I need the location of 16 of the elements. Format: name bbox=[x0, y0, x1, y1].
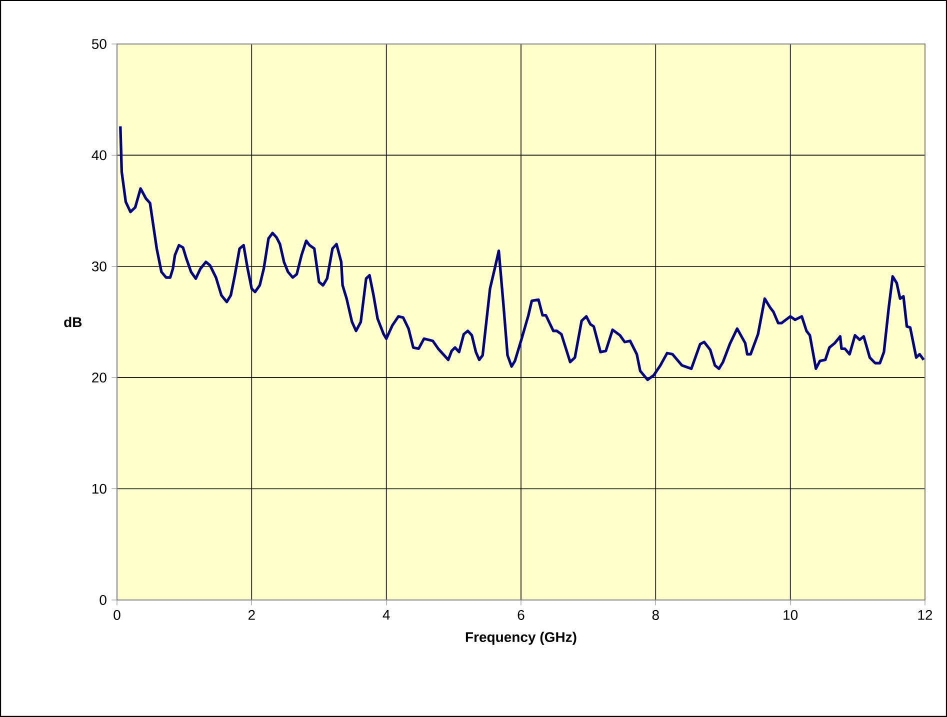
line-series bbox=[119, 124, 925, 382]
x-tick-label: 10 bbox=[784, 610, 798, 620]
y-tick-label: 50 bbox=[92, 39, 106, 49]
y-tick-label: 40 bbox=[92, 150, 106, 160]
y-axis-title: dB bbox=[64, 316, 82, 328]
y-tick-label: 20 bbox=[92, 372, 106, 383]
x-tick-label: 6 bbox=[518, 610, 524, 620]
x-tick-label: 2 bbox=[248, 610, 255, 620]
x-tick-label: 0 bbox=[114, 610, 120, 620]
x-axis-title: Frequency (GHz) bbox=[466, 632, 576, 645]
x-tick-label: 12 bbox=[918, 610, 932, 620]
x-tick-label: 8 bbox=[652, 610, 659, 620]
y-tick-label: 30 bbox=[92, 261, 106, 272]
y-tick-label: 0 bbox=[100, 595, 106, 605]
y-tick-label: 10 bbox=[92, 484, 106, 494]
x-tick-label: 4 bbox=[382, 610, 390, 620]
